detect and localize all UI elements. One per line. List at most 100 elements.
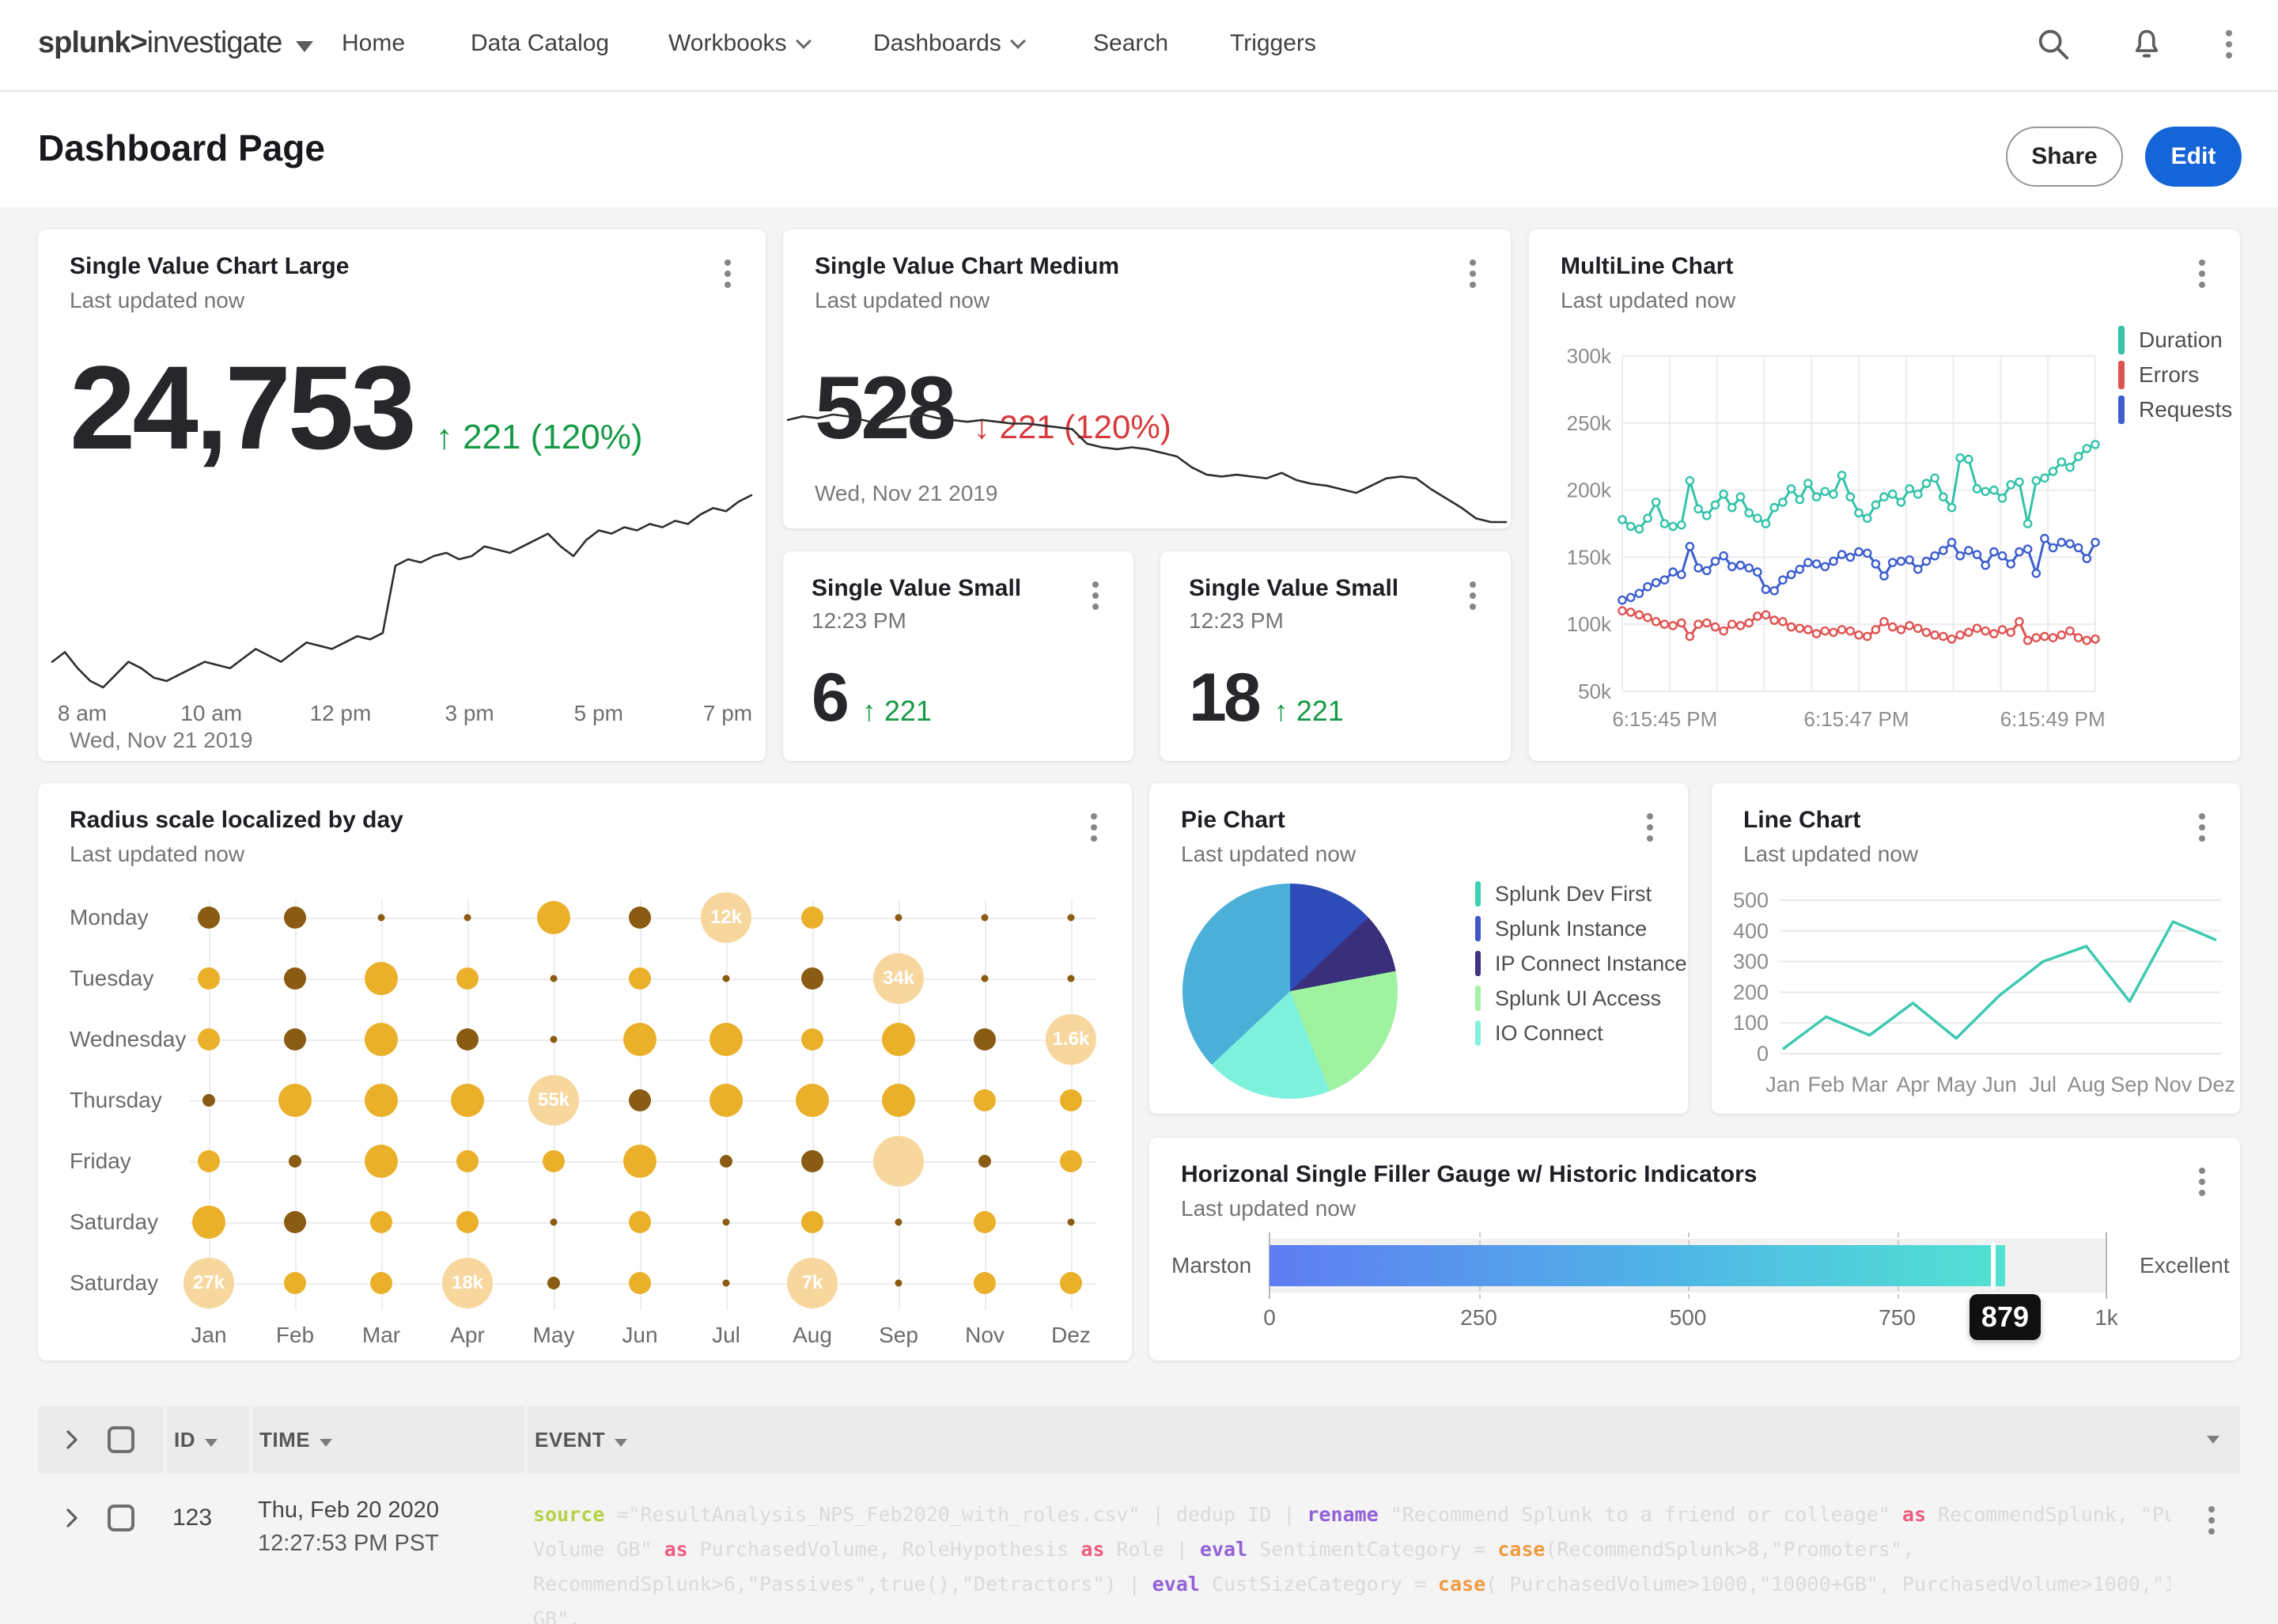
legend-label: Requests bbox=[2139, 397, 2233, 422]
delta-badge: ↓ 221 (120%) bbox=[973, 408, 1171, 445]
bubble-datapoint bbox=[278, 1084, 312, 1117]
expand-all-chevron-icon[interactable] bbox=[60, 1428, 84, 1452]
legend-swatch bbox=[2118, 326, 2125, 354]
legend-label: IP Connect Instance bbox=[1495, 951, 1687, 975]
card-title: Radius scale localized by day bbox=[70, 807, 403, 833]
bubble-datapoint bbox=[974, 1272, 996, 1294]
column-header-event[interactable]: EVENT bbox=[535, 1428, 628, 1452]
search-icon[interactable] bbox=[2031, 22, 2076, 66]
bubble-datapoint bbox=[284, 1028, 306, 1050]
svg-text:Dez: Dez bbox=[2197, 1073, 2235, 1096]
column-header-id[interactable]: ID bbox=[174, 1428, 218, 1452]
bubble-datapoint bbox=[722, 1279, 730, 1287]
legend-swatch bbox=[2118, 396, 2125, 424]
delta-badge: ↑ 221 (120%) bbox=[435, 418, 643, 456]
gauge-qualifier-label: Excellent bbox=[2140, 1253, 2230, 1278]
card-menu-kebab-icon[interactable] bbox=[1084, 574, 1107, 618]
card-title: Single Value Chart Medium bbox=[815, 253, 1120, 279]
bubble-datapoint bbox=[974, 1211, 996, 1233]
svg-text:0: 0 bbox=[1757, 1042, 1769, 1066]
bubble-datapoint bbox=[198, 1150, 220, 1172]
legend-label: Duration bbox=[2139, 327, 2223, 352]
chevron-down-icon bbox=[1009, 33, 1026, 49]
chevron-down-icon bbox=[795, 33, 812, 49]
bubble-datapoint bbox=[623, 1023, 657, 1056]
bubble-datapoint bbox=[456, 1211, 479, 1233]
logo-splunk: splunk> bbox=[38, 26, 148, 59]
svg-text:Nov: Nov bbox=[2154, 1073, 2193, 1096]
bubble-datapoint: 55k bbox=[528, 1075, 579, 1126]
nav-item-dashboards[interactable]: Dashboards bbox=[873, 30, 1026, 57]
legend-item-errors: Errors bbox=[2118, 358, 2232, 392]
bubble-datapoint: 7k bbox=[787, 1258, 838, 1308]
card-menu-kebab-icon[interactable] bbox=[1639, 805, 1661, 850]
bubble-plot: Monday Tuesday Wednesday Thursday Friday Satu… bbox=[38, 783, 1132, 1361]
select-all-checkbox[interactable] bbox=[108, 1426, 134, 1453]
svg-text:6:15:45 PM: 6:15:45 PM bbox=[1612, 707, 1717, 731]
nav-item-search[interactable]: Search bbox=[1093, 30, 1169, 56]
bubble-datapoint bbox=[710, 1084, 743, 1117]
bubble-datapoint bbox=[377, 914, 385, 922]
arrow-down-icon: ↓ bbox=[973, 408, 990, 445]
column-header-time[interactable]: TIME bbox=[259, 1428, 333, 1452]
card-multiline-chart: MultiLine Chart Last updated now 300k 250… bbox=[1529, 229, 2240, 761]
nav-item-triggers[interactable]: Triggers bbox=[1230, 30, 1316, 56]
card-menu-kebab-icon[interactable] bbox=[1462, 252, 1484, 296]
svg-text:400: 400 bbox=[1733, 919, 1769, 943]
nav-overflow-kebab-icon[interactable] bbox=[2218, 22, 2240, 66]
arrow-up-icon: ↑ bbox=[1273, 695, 1288, 727]
bubble-datapoint bbox=[801, 907, 823, 929]
sparkline-chart bbox=[786, 413, 1508, 524]
bubble-datapoint bbox=[629, 1272, 651, 1294]
nav-item-data-catalog[interactable]: Data Catalog bbox=[471, 30, 610, 56]
gauge-area: 879 0 250 500 750 1k bbox=[1149, 1138, 2240, 1361]
bubble-datapoint bbox=[629, 967, 651, 990]
single-value-small: 18 bbox=[1189, 660, 1262, 736]
card-menu-kebab-icon[interactable] bbox=[2191, 252, 2213, 296]
legend-swatch bbox=[1475, 951, 1481, 976]
bubble-datapoint bbox=[192, 1206, 225, 1239]
card-single-value-large: Single Value Chart Large Last updated no… bbox=[38, 229, 766, 761]
bubble-datapoint: 18k bbox=[442, 1258, 493, 1308]
legend-swatch bbox=[1475, 986, 1481, 1011]
svg-text:100: 100 bbox=[1733, 1011, 1769, 1035]
nav-item-home[interactable]: Home bbox=[342, 30, 406, 56]
svg-text:100k: 100k bbox=[1567, 612, 1612, 636]
notifications-bell-icon[interactable] bbox=[2125, 22, 2169, 66]
bubble-col-label: Jun bbox=[622, 1323, 658, 1347]
card-menu-kebab-icon[interactable] bbox=[2191, 1160, 2213, 1204]
events-table-header: ID TIME EVENT bbox=[38, 1406, 2240, 1473]
legend-swatch bbox=[1475, 1020, 1481, 1046]
share-button[interactable]: Share bbox=[2006, 127, 2123, 187]
bubble-datapoint bbox=[547, 1277, 560, 1289]
card-title: Single Value Small bbox=[1189, 575, 1399, 601]
row-time: 12:27:53 PM PST bbox=[258, 1531, 439, 1556]
logo-investigate: investigate bbox=[146, 26, 283, 59]
card-menu-kebab-icon[interactable] bbox=[717, 252, 739, 296]
bubble-datapoint bbox=[629, 907, 651, 929]
table-options-caret-icon[interactable] bbox=[2207, 1433, 2219, 1448]
svg-text:May: May bbox=[1936, 1073, 1977, 1096]
bubble-datapoint bbox=[464, 914, 471, 922]
card-menu-kebab-icon[interactable] bbox=[2191, 805, 2213, 850]
bubble-datapoint bbox=[722, 1218, 730, 1226]
bubble-datapoint bbox=[895, 914, 902, 922]
nav-item-workbooks[interactable]: Workbooks bbox=[668, 30, 812, 57]
card-menu-kebab-icon[interactable] bbox=[1462, 574, 1484, 618]
card-pie-chart: Pie Chart Last updated now Splunk Dev Fi… bbox=[1149, 783, 1688, 1114]
card-subtitle: 12:23 PM bbox=[1189, 608, 1284, 633]
row-menu-kebab-icon[interactable] bbox=[2200, 1498, 2223, 1543]
row-checkbox[interactable] bbox=[108, 1505, 134, 1531]
bubble-datapoint: 34k bbox=[873, 953, 924, 1004]
card-title: Single Value Chart Large bbox=[70, 253, 350, 279]
edit-button[interactable]: Edit bbox=[2145, 127, 2242, 187]
card-menu-kebab-icon[interactable] bbox=[1083, 805, 1105, 850]
bubble-row-label: Saturday bbox=[70, 1209, 159, 1234]
bubble-datapoint bbox=[284, 1272, 306, 1294]
row-expand-chevron-icon[interactable] bbox=[60, 1506, 84, 1530]
bubble-datapoint bbox=[198, 907, 220, 929]
card-line-chart: Line Chart Last updated now 500 400 300 200… bbox=[1712, 783, 2240, 1114]
app-logo[interactable]: splunk>investigate bbox=[38, 26, 314, 60]
bubble-row-label: Thursday bbox=[70, 1088, 162, 1112]
